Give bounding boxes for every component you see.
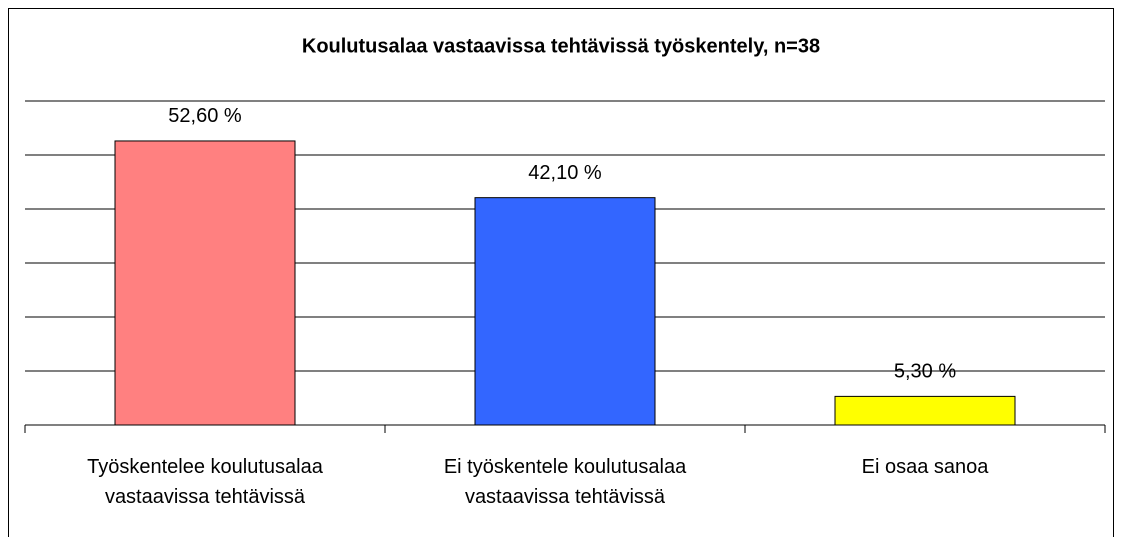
data-label: 5,30 %: [894, 361, 956, 383]
data-label: 52,60 %: [168, 105, 242, 127]
bar: [474, 197, 656, 426]
bar: [834, 395, 1016, 426]
data-label: 42,10 %: [528, 162, 602, 184]
bar: [114, 140, 296, 426]
x-tick-label: Ei osaa sanoa: [861, 456, 989, 478]
chart-title: Koulutusalaa vastaavissa tehtävissä työs…: [302, 35, 820, 57]
x-tick-label: Työskentelee koulutusalaa vastaavissa te…: [87, 456, 323, 508]
x-tick-label: Ei työskentele koulutusalaa vastaavissa …: [443, 456, 687, 508]
